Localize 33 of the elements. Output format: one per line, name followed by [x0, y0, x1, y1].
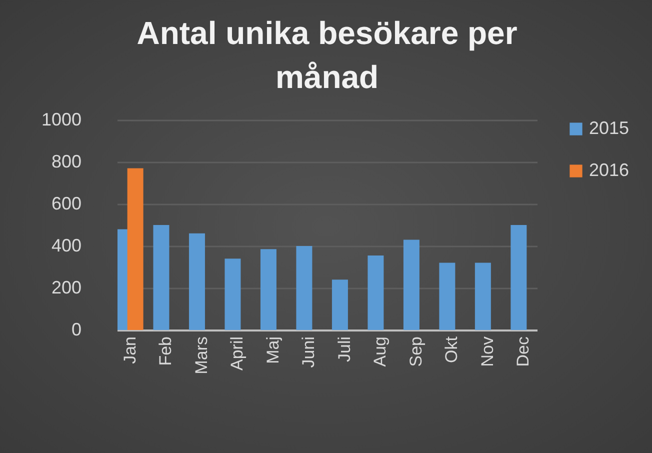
x-tick-label: Sep [406, 336, 426, 367]
bar [439, 262, 456, 330]
x-tick-label: Maj [263, 336, 282, 364]
x-tick-label: Okt [442, 336, 462, 363]
bar [296, 246, 312, 330]
x-tick-label: Mars [192, 336, 211, 374]
bar [474, 262, 491, 330]
x-tick-label: Juni [299, 336, 318, 368]
bar [153, 225, 170, 330]
bar [510, 225, 527, 330]
bar [368, 255, 384, 330]
x-tick-label: Nov [478, 336, 497, 367]
bar [127, 168, 144, 330]
x-tick-label: Jan [120, 336, 140, 364]
x-tick-label: Dec [514, 336, 533, 367]
chart-title: Antal unika besökare per månad [136, 15, 518, 95]
bar [224, 258, 241, 330]
y-tick-label: 800 [51, 152, 82, 172]
x-tick-label: Aug [370, 336, 390, 367]
bar [188, 233, 205, 330]
x-tick-label: Juli [334, 336, 354, 362]
y-tick-label: 400 [51, 236, 82, 256]
y-tick-label: 1000 [41, 110, 82, 130]
bar [260, 249, 276, 330]
x-tick-label: Feb [156, 336, 176, 366]
x-tick-label: April [228, 336, 247, 371]
y-tick-label: 0 [71, 320, 82, 340]
y-tick-label: 600 [51, 194, 82, 214]
legend-label: 2016 [589, 160, 630, 180]
legend-label: 2015 [589, 118, 630, 138]
bar [332, 280, 348, 330]
y-tick-label: 200 [51, 278, 82, 298]
bar [403, 240, 420, 330]
